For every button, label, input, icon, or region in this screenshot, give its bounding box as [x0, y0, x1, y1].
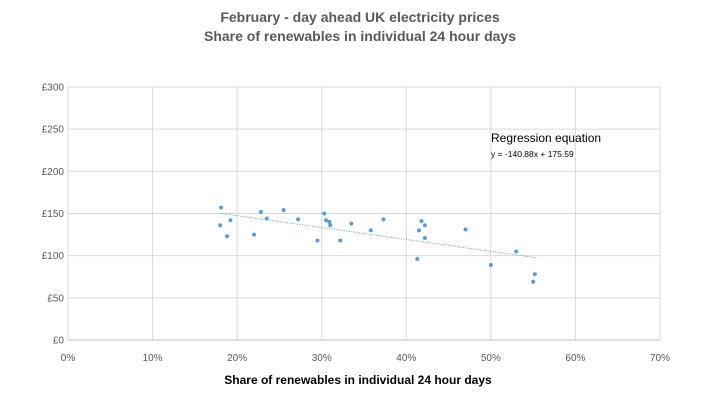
x-tick-label: 70% [650, 353, 670, 364]
y-tick-label: £100 [42, 251, 65, 262]
scatter-point [296, 217, 301, 222]
scatter-point [224, 234, 229, 239]
x-tick-label: 20% [227, 353, 247, 364]
trendline-group [220, 212, 538, 259]
x-tick-label: 60% [565, 353, 585, 364]
y-tick-label: £0 [53, 336, 65, 347]
scatter-point [281, 208, 286, 213]
scatter-point [228, 218, 233, 223]
y-tick-label: £250 [42, 125, 65, 136]
scatter-point [328, 223, 333, 228]
x-tick-label: 50% [481, 353, 501, 364]
scatter-point [218, 223, 223, 228]
x-tick-label: 0% [61, 353, 76, 364]
scatter-point [368, 228, 373, 233]
scatter-point [532, 272, 537, 277]
chart-title: February - day ahead UK electricity pric… [220, 9, 500, 25]
y-tick-label: £50 [47, 293, 64, 304]
scatter-point [327, 219, 332, 224]
y-tick-label: £200 [42, 167, 65, 178]
scatter-point [338, 238, 343, 243]
gridlines [67, 86, 661, 341]
scatter-point [323, 218, 328, 223]
data-points [218, 205, 537, 284]
x-axis-label: Share of renewables in individual 24 hou… [224, 373, 492, 387]
scatter-point [422, 223, 427, 228]
x-tick-label: 10% [143, 353, 163, 364]
x-axis-ticks: 0% 10% 20% 30% 40% 50% 60% 70% [61, 353, 670, 364]
scatter-point [381, 217, 386, 222]
y-axis-ticks: £0 £50 £100 £150 £200 £250 £300 [42, 83, 65, 347]
regression-equation: y = -140.88x + 175.59 [491, 149, 574, 159]
scatter-point [488, 262, 493, 267]
scatter-point [463, 227, 468, 232]
scatter-point [531, 279, 536, 284]
scatter-point [258, 209, 263, 214]
y-tick-label: £300 [42, 83, 65, 94]
scatter-point [419, 219, 424, 224]
scatter-point [416, 228, 421, 233]
scatter-point [322, 211, 327, 216]
scatter-point [415, 257, 420, 262]
regression-title: Regression equation [491, 131, 601, 145]
regression-trendline [220, 212, 538, 259]
chart-subtitle: Share of renewables in individual 24 hou… [204, 28, 516, 44]
scatter-point [514, 249, 519, 254]
scatter-point [315, 238, 320, 243]
scatter-point [349, 221, 354, 226]
y-tick-label: £150 [42, 209, 65, 220]
x-tick-label: 30% [312, 353, 332, 364]
x-tick-label: 40% [396, 353, 416, 364]
scatter-point [252, 232, 257, 237]
scatter-point [422, 235, 427, 240]
scatter-point [219, 205, 224, 210]
scatter-point [264, 216, 269, 221]
